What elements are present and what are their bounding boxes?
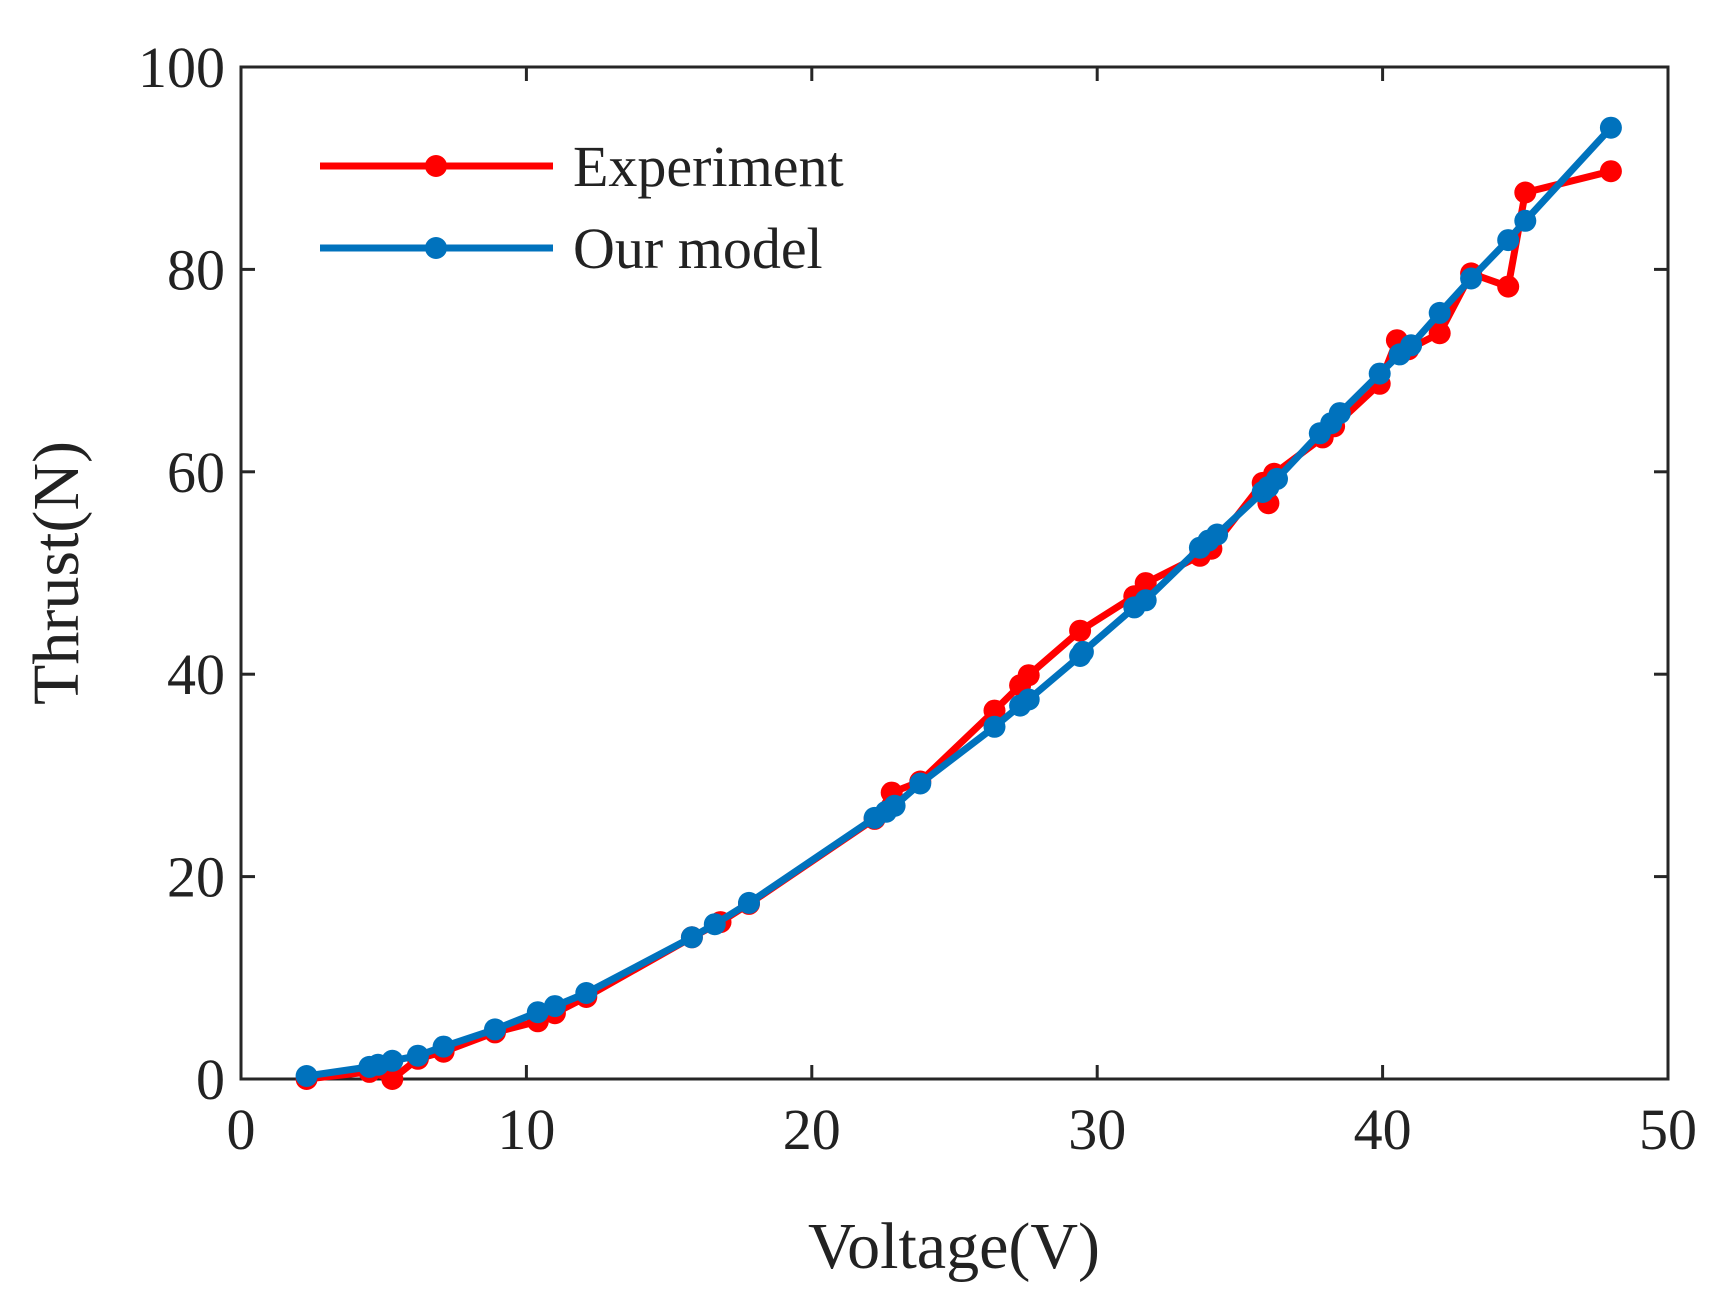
legend: Experiment Our model [320,134,844,281]
data-point-our-model [1514,209,1537,232]
series-line-our-model [303,124,1615,1080]
data-point-our-model [1134,589,1157,612]
series-line-experiment [303,167,1615,1083]
data-point-our-model [909,772,932,795]
y-tick-label: 40 [167,642,225,707]
data-point-our-model [1599,116,1622,139]
legend-marker-our-model [425,237,447,259]
y-tick-label: 80 [167,237,225,302]
data-point-our-model [680,926,703,949]
series-our-model [295,116,1622,1087]
data-point-our-model [1206,523,1229,546]
data-point-our-model [543,995,566,1018]
y-tick-label: 20 [167,845,225,910]
data-point-experiment [983,699,1006,722]
x-tick-label: 50 [1639,1097,1697,1162]
data-point-our-model [883,794,906,817]
data-point-our-model [295,1065,318,1087]
data-point-our-model [575,982,598,1004]
x-tick-label: 30 [1068,1097,1126,1162]
data-point-our-model [1368,362,1391,385]
x-tick-label: 40 [1354,1097,1412,1162]
y-tick-label: 60 [167,440,225,505]
legend-label-our-model: Our model [573,216,823,281]
x-tick-label: 20 [783,1097,841,1162]
legend-label-experiment: Experiment [573,134,844,199]
x-axis-label: Voltage(V) [808,1210,1100,1283]
x-tick-label: 0 [227,1097,256,1162]
data-point-our-model [381,1049,404,1072]
data-point-our-model [1497,229,1520,252]
x-tick-label: 10 [497,1097,555,1162]
data-point-our-model [484,1018,506,1041]
data-point-our-model [1266,467,1288,490]
y-axis-label: Thrust(N) [20,441,93,705]
data-point-our-model [432,1035,455,1058]
data-point-experiment [1428,322,1451,345]
legend-marker-experiment [425,155,447,177]
data-point-our-model [738,891,760,914]
data-point-our-model [1400,334,1423,357]
data-point-our-model [1017,688,1040,711]
data-point-our-model [526,1001,549,1024]
axes [239,65,1670,1081]
y-tick-label: 0 [196,1047,225,1112]
data-point-our-model [406,1044,429,1067]
data-point-experiment [1599,160,1622,183]
plot-frame [239,65,1670,1081]
data-point-experiment [1069,619,1092,642]
data-point-our-model [1328,402,1351,425]
data-point-experiment [1134,572,1157,595]
x-axis-ticks: 0 10 20 30 40 50 [227,67,1697,1162]
data-point-our-model [703,913,726,936]
data-point-our-model [1428,301,1451,324]
data-point-our-model [1071,640,1094,663]
data-point-our-model [983,715,1006,738]
data-point-experiment [381,1068,404,1090]
series-layer [295,116,1622,1090]
y-axis-ticks: 0 20 40 60 80 100 [138,35,1668,1112]
series-experiment [295,160,1622,1090]
data-point-experiment [1017,664,1040,687]
y-tick-label: 100 [138,35,225,100]
data-point-our-model [1460,267,1483,290]
data-point-experiment [1514,181,1537,204]
data-point-experiment [1497,275,1520,298]
